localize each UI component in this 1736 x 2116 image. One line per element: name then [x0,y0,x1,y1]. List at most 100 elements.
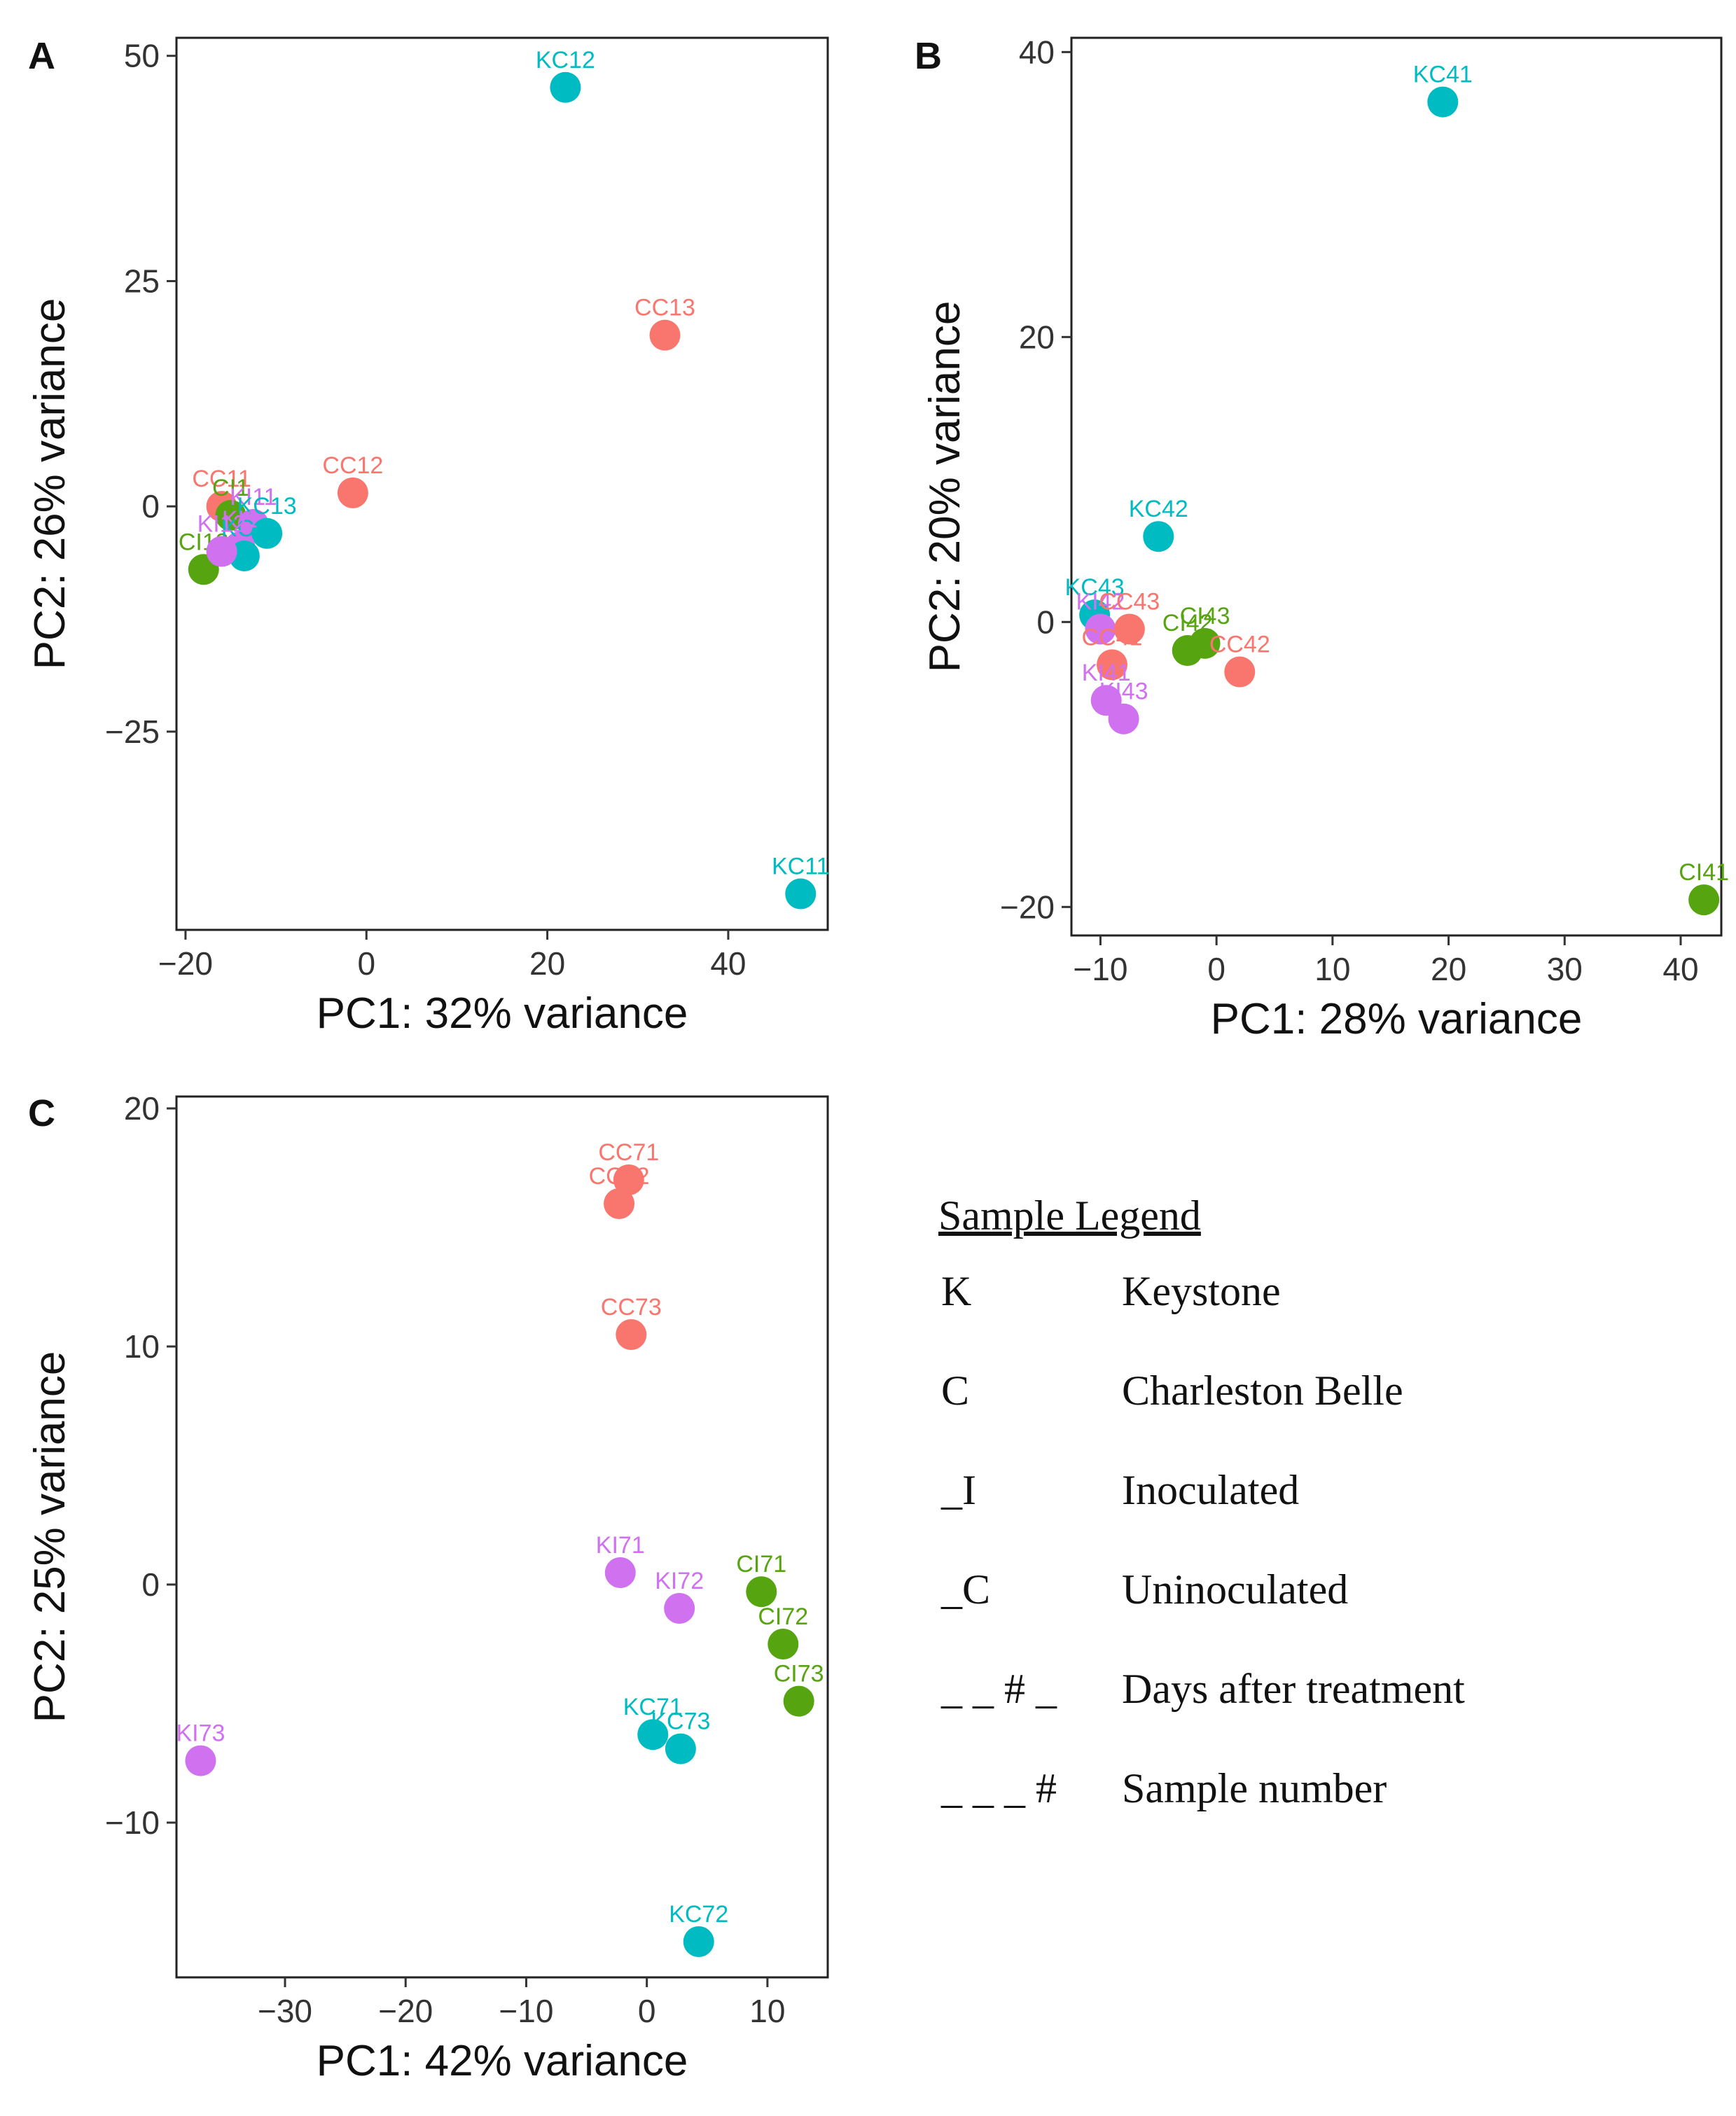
data-point [1224,656,1256,688]
data-point [768,1629,799,1659]
data-point-label: CC71 [598,1139,659,1166]
legend-desc: Charleston Belle [1122,1367,1403,1414]
plot-frame [175,36,829,931]
y-axis-title: PC2: 20% variance [921,301,969,673]
data-point-label: KC73 [651,1708,710,1735]
data-point-label: KC1 [221,515,268,542]
y-tick-label: 10 [124,1328,160,1365]
legend-code: K [941,1268,972,1314]
data-point [1113,613,1145,645]
data-point-label: KC72 [669,1901,728,1928]
y-axis-title: PC2: 26% variance [26,298,74,670]
data-point-label: CI42 [1162,610,1213,636]
x-tick-label: 0 [357,945,375,982]
x-tick-label: −10 [499,1993,553,2029]
legend-code: _C [941,1566,991,1613]
data-point-label: CC73 [601,1294,662,1321]
x-tick-label: 10 [749,1993,785,2029]
y-tick-label: 40 [1019,34,1055,70]
data-point [1108,703,1139,735]
y-tick-label: −10 [105,1804,160,1841]
data-point [664,1593,695,1624]
data-point-label: CI1 [212,475,249,501]
data-point-label: KC43 [1065,574,1125,601]
data-point [206,536,237,567]
x-tick-label: −10 [1073,951,1127,987]
data-point-label: KI73 [176,1720,225,1747]
data-point [1085,613,1116,645]
data-point-label: KC71 [623,1694,683,1720]
legend-desc: Days after treatment [1122,1666,1465,1712]
y-tick-label: 25 [124,263,160,299]
plot-frame [175,1095,829,1979]
legend-desc: Keystone [1122,1268,1281,1314]
data-point [1427,86,1459,118]
data-point-label: KC12 [536,47,595,74]
data-point-label: CC42 [1209,632,1270,658]
x-tick-label: 40 [1662,951,1698,987]
data-point [1688,884,1720,916]
x-tick-label: 20 [1431,951,1466,987]
panel-letter: B [915,35,942,77]
legend-desc: Sample number [1122,1765,1387,1811]
x-tick-label: −20 [378,1993,433,2029]
data-point [1143,521,1174,552]
data-point [785,878,817,910]
data-point-label: KI41 [1082,660,1131,686]
data-point-label: CI41 [1679,859,1729,886]
legend-code: _ _ _ # [941,1765,1057,1811]
y-tick-label: 20 [1019,319,1055,355]
y-tick-label: 0 [141,1566,160,1603]
panel-a: A −20 0 20 40 −25 0 25 50 PC1: 32% variance PC2: 2… [26,35,830,1038]
data-point-label: CC13 [634,295,695,321]
data-point [783,1685,814,1717]
data-point [637,1719,669,1750]
panel-c: C −30 −20 −10 0 10 −10 0 10 20 PC1: 42% variance PC… [26,1090,829,2085]
x-tick-label: 0 [1207,951,1225,987]
x-tick-label: 20 [529,945,565,982]
data-point [649,319,681,351]
data-point [604,1188,635,1219]
data-point-label: CC12 [322,452,383,479]
legend-desc: Inoculated [1122,1467,1300,1513]
data-point-label: KI1 [222,506,258,533]
x-tick-label: 40 [710,945,746,982]
legend-title: Sample Legend [938,1192,1201,1239]
x-tick-label: −20 [158,945,213,982]
y-tick-label: −25 [105,714,160,750]
data-point-label: CI43 [1180,603,1230,629]
data-point-label: KI72 [655,1568,704,1594]
legend-code: C [941,1367,970,1414]
y-tick-label: 20 [124,1090,160,1127]
y-tick-label: 0 [141,488,160,524]
data-point-label: KI43 [1099,678,1148,705]
legend-row: C Charleston Belle [938,1365,1709,1465]
data-point [1172,635,1203,667]
data-point-label: KI11 [230,484,277,510]
x-tick-label: 30 [1547,951,1583,987]
x-axis-title: PC1: 42% variance [317,2037,688,2085]
legend-desc: Uninoculated [1122,1566,1349,1613]
data-point [604,1557,636,1588]
data-point-label: KI12 [197,511,246,538]
data-point-label: KC41 [1413,62,1473,88]
data-point-label: CC43 [1099,588,1160,615]
legend-row: K Keystone [938,1266,1709,1365]
data-point [683,1926,714,1957]
legend-code: _I [941,1467,976,1513]
data-point [613,1164,644,1195]
data-point [185,1745,216,1776]
data-point [616,1319,647,1350]
legend-code: _ _ # _ [941,1666,1057,1712]
data-point [746,1576,777,1608]
x-tick-label: −30 [258,1993,312,2029]
panel-letter: C [28,1092,55,1134]
sample-legend: Sample Legend K Keystone C Charleston Be… [938,1190,1709,1863]
x-axis-title: PC1: 28% variance [1211,995,1583,1043]
data-point [1097,649,1127,681]
legend-row: _I Inoculated [938,1465,1709,1564]
data-point [550,71,581,103]
data-point [337,477,368,508]
data-point-label: CC72 [589,1163,650,1190]
